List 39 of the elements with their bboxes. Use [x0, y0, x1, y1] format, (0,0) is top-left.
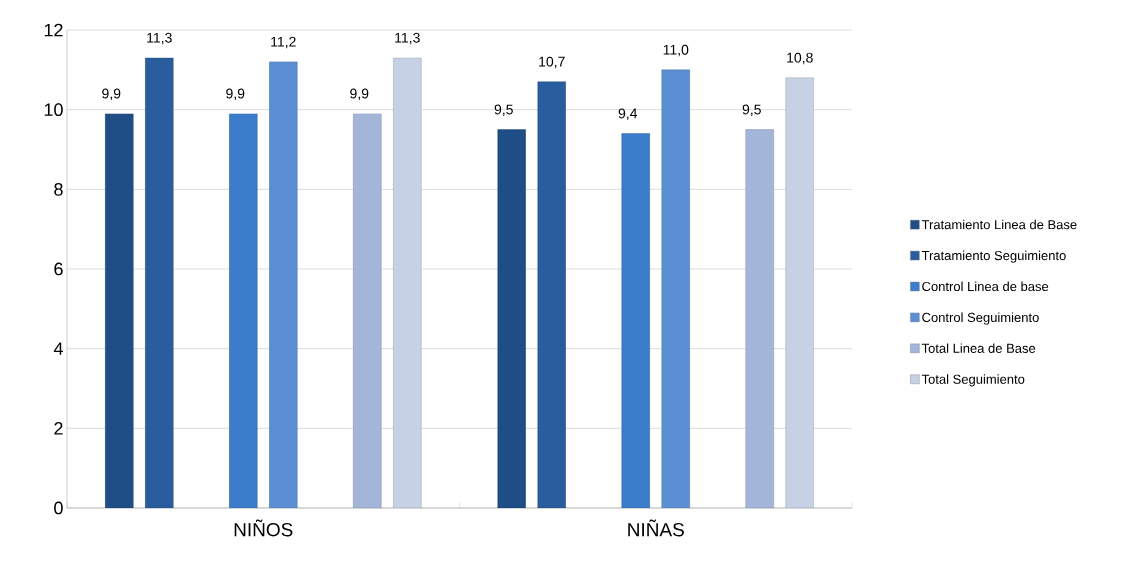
- legend-label: Control Linea de base: [922, 281, 1049, 292]
- bar: [497, 129, 526, 508]
- bar: [145, 57, 174, 508]
- bar: [269, 61, 298, 508]
- bar: [105, 113, 134, 508]
- legend-label: Tratamiento Seguimiento: [921, 250, 1066, 263]
- bar: [393, 57, 422, 508]
- y-tick-label: 2: [54, 422, 63, 435]
- data-label: 10,8: [787, 52, 813, 65]
- bar: [353, 113, 382, 508]
- data-label: 9,5: [742, 104, 761, 117]
- bar: [229, 113, 258, 508]
- bar: [661, 69, 690, 508]
- legend-label: Total Linea de Base: [921, 343, 1036, 353]
- data-label: 11,3: [147, 32, 172, 45]
- bar: [745, 129, 774, 508]
- bar: [785, 77, 814, 508]
- y-tick-label: 8: [54, 182, 63, 196]
- data-label: 9,9: [226, 88, 245, 101]
- x-tick-label: NIÑOS: [234, 519, 293, 537]
- data-label: 9,4: [618, 108, 638, 121]
- y-tick-label: 6: [54, 262, 63, 276]
- y-tick-label: 12: [44, 23, 63, 37]
- y-tick-label: 10: [44, 103, 63, 117]
- bar: [537, 81, 566, 508]
- x-tick-label: NIÑAS: [628, 519, 684, 537]
- bar: [621, 133, 650, 508]
- data-label: 11,0: [663, 44, 689, 57]
- data-label: 9,5: [494, 104, 513, 117]
- data-label: 11,3: [395, 32, 420, 45]
- y-tick-label: 0: [54, 501, 63, 515]
- legend-label: Control Seguimiento: [922, 312, 1039, 325]
- legend-label: Total Seguimiento: [921, 374, 1025, 387]
- data-label: 9,9: [350, 88, 369, 101]
- legend-label: Tratamiento Linea de Base: [921, 219, 1077, 230]
- data-label: 10,7: [539, 56, 565, 69]
- data-label: 11,2: [271, 36, 296, 49]
- y-tick-label: 4: [53, 342, 63, 355]
- data-label: 9,9: [102, 88, 121, 101]
